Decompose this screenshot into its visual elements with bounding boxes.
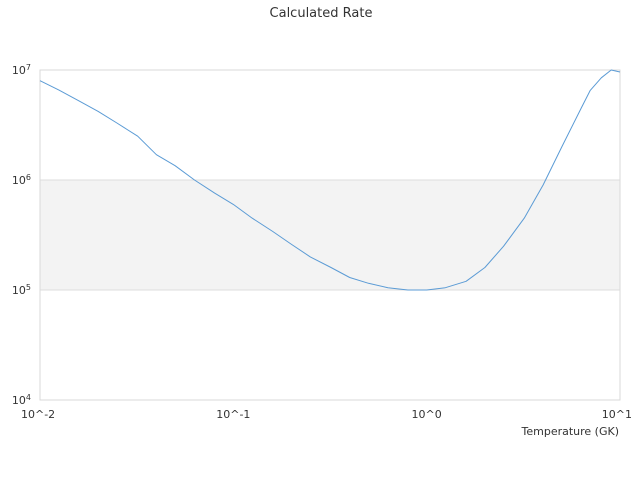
x-tick-label: 10^-2 bbox=[21, 408, 55, 421]
y-axis-ticks: 104 105 106 107 bbox=[12, 63, 31, 407]
y-tick-label: 106 bbox=[12, 173, 31, 187]
x-tick-label: 10^0 bbox=[412, 408, 442, 421]
series-layer bbox=[39, 69, 621, 291]
x-axis-title: Temperature (GK) bbox=[521, 425, 620, 438]
x-tick-label: 10^-1 bbox=[216, 408, 250, 421]
x-tick-label: 10^1 bbox=[602, 408, 632, 421]
band-lines bbox=[40, 179, 620, 291]
y-tick-label: 105 bbox=[12, 283, 31, 297]
series-line bbox=[39, 69, 621, 291]
y-tick-label: 104 bbox=[12, 393, 31, 407]
alternate-band bbox=[40, 180, 620, 290]
x-axis-ticks: 10^-2 10^-1 10^0 10^1 bbox=[21, 408, 632, 421]
chart-title: Calculated Rate bbox=[270, 6, 373, 21]
plot-area bbox=[39, 69, 621, 401]
y-tick-label: 107 bbox=[12, 63, 31, 77]
